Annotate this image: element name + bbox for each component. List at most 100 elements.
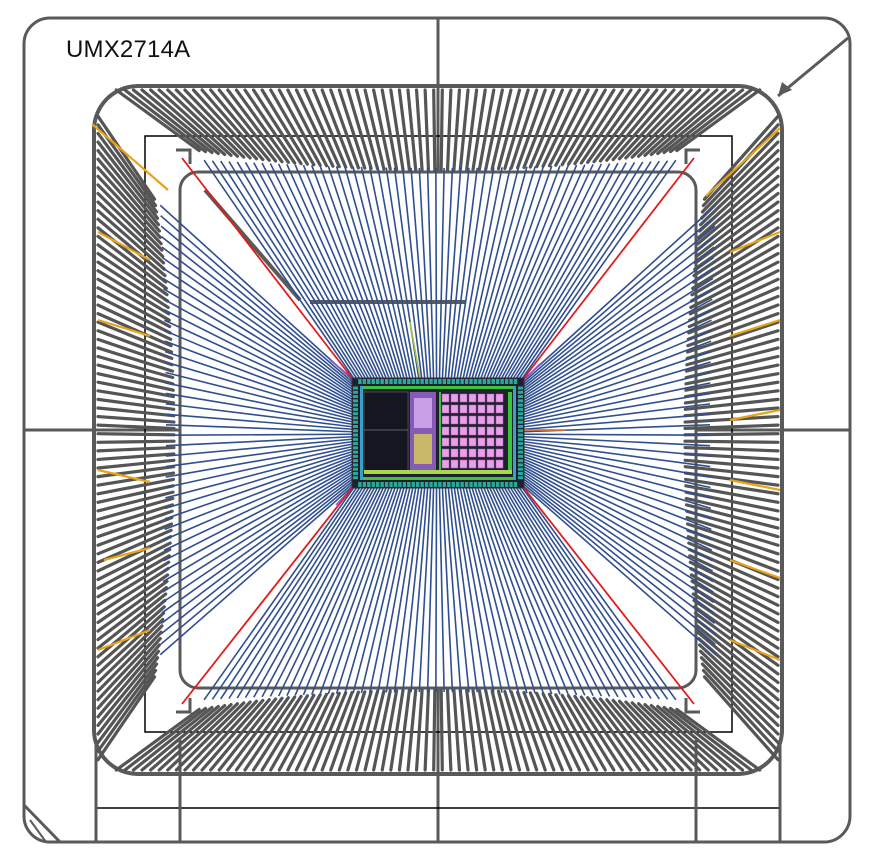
lead-finger-right [690, 243, 780, 297]
memory-cell [477, 415, 486, 425]
bond-wire [523, 448, 711, 499]
lead-finger-bottom [649, 703, 727, 772]
lead-finger-top [541, 88, 582, 168]
bond-wire [410, 167, 429, 379]
lead-finger-left [96, 522, 174, 556]
bond-pad [393, 379, 398, 384]
bond-wire [498, 163, 611, 379]
bond-wire [160, 215, 353, 383]
bond-wire [310, 487, 393, 695]
lead-finger-bottom [294, 692, 335, 772]
bond-wire [160, 483, 353, 645]
bond-pad [353, 429, 358, 433]
memory-cell [495, 404, 504, 414]
lead-finger-right [691, 226, 780, 284]
bond-pad [518, 407, 523, 411]
bond-wire [165, 382, 353, 423]
memory-cell [495, 459, 504, 469]
lead-finger-left [96, 140, 160, 220]
bond-pad [353, 433, 358, 437]
bond-pad [358, 482, 362, 487]
lead-finger-bottom [312, 691, 348, 772]
fused-lead [103, 546, 151, 562]
bond-pad [518, 476, 523, 480]
bond-wire [327, 165, 399, 379]
lead-finger-right [684, 372, 780, 392]
bond-wire [523, 309, 713, 405]
bond-wire [165, 361, 353, 418]
lead-finger-top [123, 88, 208, 154]
bond-wire [504, 487, 627, 698]
bond-pad [518, 459, 523, 463]
lead-finger-right [684, 503, 780, 530]
bond-pad [487, 482, 491, 487]
lead-finger-top [397, 88, 411, 172]
bond-pad [509, 379, 513, 384]
bond-pad [362, 379, 367, 384]
bond-pad [442, 379, 447, 384]
lead-finger-right [683, 445, 780, 453]
bond-wire [523, 468, 714, 583]
lead-finger-right [693, 200, 780, 265]
bond-wire [521, 159, 677, 379]
lead-finger-bottom [174, 701, 246, 772]
lead-finger-left [96, 579, 169, 633]
bond-wire [489, 164, 586, 379]
bond-wire [164, 329, 353, 410]
lead-finger-top [637, 88, 710, 158]
lead-finger-bottom [149, 703, 227, 772]
bond-wire [244, 487, 370, 699]
bond-pad [509, 482, 513, 487]
bond-pad [464, 379, 469, 384]
fused-lead [97, 231, 151, 261]
bond-wire [474, 487, 545, 695]
tie-bar-anchor [684, 698, 700, 714]
lead-finger-bottom [656, 704, 736, 772]
bond-wire [286, 163, 384, 379]
lead-finger-bottom [329, 690, 360, 772]
corner-arrow [777, 36, 849, 98]
bond-pad [482, 482, 487, 487]
bond-pad [518, 390, 523, 394]
bond-pad [447, 379, 451, 384]
lead-finger-left [96, 611, 166, 676]
bond-pad [353, 420, 358, 424]
die-strip [508, 392, 512, 472]
bond-wire [523, 443, 711, 478]
lead-finger-left [96, 662, 159, 745]
lead-finger-left [96, 490, 175, 513]
lead-finger-bottom [439, 688, 444, 772]
bond-pad [353, 442, 358, 446]
bond-wire-accent [409, 321, 421, 379]
lead-finger-bottom [423, 688, 431, 772]
bond-wire [523, 403, 711, 428]
lead-finger-bottom [363, 689, 386, 772]
lead-finger-left [96, 643, 161, 719]
bond-wire [164, 458, 353, 541]
lead-finger-top [174, 88, 246, 159]
fused-lead [729, 558, 781, 580]
bond-wire [164, 350, 353, 416]
bond-wire [164, 456, 353, 531]
lead-finger-bottom [414, 688, 424, 772]
bond-wire [523, 350, 712, 416]
bond-wire [164, 453, 353, 520]
memory-cell [468, 404, 477, 414]
lead-finger-top [509, 88, 539, 170]
memory-cell [459, 426, 468, 436]
lead-finger-bottom [200, 698, 265, 772]
bond-pad [353, 412, 358, 416]
bond-wire [162, 468, 353, 583]
memory-cell [486, 404, 495, 414]
bond-wire [450, 167, 479, 379]
lead-finger-top [566, 88, 616, 166]
tie-bar-anchor [176, 148, 192, 164]
bond-wire [492, 163, 594, 379]
lead-finger-left [96, 541, 172, 582]
bond-wire [165, 423, 353, 433]
bond-wire [523, 288, 713, 400]
bond-wire [523, 483, 716, 645]
bond-wire [163, 461, 353, 551]
bond-wire [468, 166, 528, 379]
lead-finger-bottom [183, 700, 252, 772]
